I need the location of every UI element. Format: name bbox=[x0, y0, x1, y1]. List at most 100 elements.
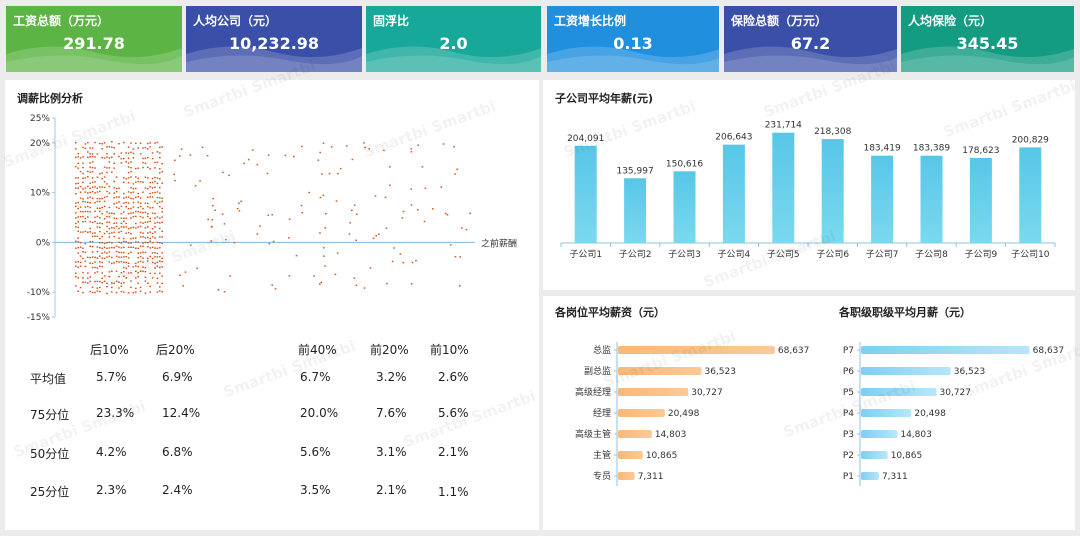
scatter-point bbox=[154, 186, 156, 189]
scatter-point bbox=[151, 177, 154, 180]
bar-category-label: 子公司6 bbox=[816, 249, 849, 260]
scatter-point bbox=[144, 280, 147, 282]
position-category-label: 副总监 bbox=[584, 365, 611, 377]
position-bar bbox=[618, 367, 702, 375]
scatter-point bbox=[89, 280, 91, 283]
scatter-point bbox=[159, 156, 161, 159]
y-tick-label: -10% bbox=[27, 288, 51, 298]
scatter-point bbox=[120, 251, 123, 254]
scatter-point bbox=[144, 271, 147, 273]
scatter-point bbox=[161, 146, 163, 148]
scatter-point bbox=[91, 262, 94, 265]
scatter-point bbox=[113, 192, 115, 194]
scatter-point bbox=[151, 187, 154, 189]
scatter-point bbox=[120, 247, 123, 249]
scatter-point bbox=[84, 265, 87, 268]
scatter-point bbox=[113, 203, 115, 205]
scatter-point bbox=[446, 214, 449, 216]
scatter-point bbox=[156, 177, 159, 179]
scatter-point bbox=[142, 232, 144, 234]
scatter-point bbox=[161, 216, 163, 218]
scatter-point bbox=[77, 221, 79, 223]
scatter-point bbox=[127, 208, 130, 210]
scatter-point bbox=[300, 204, 303, 207]
scatter-point bbox=[417, 144, 420, 146]
level-value-label: 14,803 bbox=[900, 430, 932, 440]
scatter-point bbox=[288, 275, 291, 277]
scatter-point bbox=[82, 281, 84, 283]
scatter-point bbox=[127, 231, 130, 234]
scatter-point bbox=[334, 273, 337, 276]
scatter-point bbox=[243, 162, 246, 165]
scatter-point bbox=[159, 222, 161, 224]
scatter-point bbox=[89, 211, 91, 213]
scatter-point bbox=[149, 240, 151, 242]
scatter-point bbox=[82, 177, 84, 180]
scatter-point bbox=[184, 271, 187, 273]
scatter-point bbox=[154, 222, 156, 224]
scatter-point bbox=[142, 191, 144, 193]
scatter-point bbox=[103, 157, 106, 159]
scatter-point bbox=[96, 290, 99, 292]
scatter-point bbox=[113, 162, 115, 165]
scatter-point bbox=[113, 147, 115, 149]
scatter-point bbox=[156, 191, 159, 193]
scatter-point bbox=[89, 227, 91, 230]
scatter-point bbox=[149, 186, 151, 188]
scatter-point bbox=[127, 292, 130, 294]
bar-category-label: 子公司1 bbox=[569, 249, 602, 260]
scatter-point bbox=[91, 161, 94, 163]
scatter-point bbox=[87, 197, 89, 199]
level-value-label: 68,637 bbox=[1033, 346, 1065, 356]
scatter-point bbox=[132, 198, 135, 200]
scatter-point bbox=[118, 261, 120, 263]
scatter-point bbox=[79, 261, 82, 264]
scatter-point bbox=[125, 222, 127, 225]
scatter-point bbox=[101, 222, 103, 225]
scatter-point bbox=[132, 152, 135, 155]
scatter-point bbox=[115, 196, 118, 198]
scatter-point bbox=[101, 277, 103, 279]
scatter-point bbox=[137, 180, 139, 183]
position-value-label: 14,803 bbox=[655, 430, 687, 440]
scatter-point bbox=[127, 202, 130, 204]
scatter-point bbox=[115, 260, 118, 263]
scatter-point bbox=[125, 196, 127, 198]
scatter-point bbox=[454, 173, 456, 175]
scatter-point bbox=[75, 217, 77, 219]
scatter-point bbox=[111, 232, 113, 234]
scatter-point bbox=[108, 157, 111, 159]
scatter-point bbox=[142, 270, 144, 272]
scatter-point bbox=[159, 146, 161, 149]
bar-category-label: 子公司10 bbox=[1011, 249, 1050, 260]
scatter-point bbox=[440, 186, 443, 188]
level-bar bbox=[861, 367, 951, 375]
scatter-point bbox=[217, 289, 220, 291]
scatter-point bbox=[94, 235, 96, 237]
scatter-point bbox=[127, 227, 130, 230]
scatter-point bbox=[99, 173, 101, 175]
scatter-point bbox=[156, 241, 159, 244]
scatter-point bbox=[252, 149, 254, 151]
scatter-point bbox=[108, 275, 111, 278]
scatter-point bbox=[363, 142, 365, 144]
stats-cell: 5.6% bbox=[438, 406, 469, 420]
scatter-point bbox=[106, 153, 108, 155]
scatter-point bbox=[154, 142, 156, 144]
scatter-point bbox=[91, 155, 94, 158]
scatter-point bbox=[130, 212, 132, 214]
scatter-point bbox=[82, 247, 84, 249]
scatter-point bbox=[137, 247, 139, 250]
subsidiary-bar-chart: 204,091 子公司1 135,997 子公司2 150,616 子公司3 206,643… bbox=[560, 121, 1056, 260]
subsidiary-bar bbox=[821, 139, 844, 243]
scatter-point bbox=[135, 227, 137, 229]
scatter-point bbox=[87, 151, 89, 153]
scatter-point bbox=[84, 251, 87, 253]
scatter-point bbox=[161, 221, 163, 224]
scatter-point bbox=[161, 162, 163, 165]
scatter-point bbox=[123, 157, 125, 160]
scatter-point bbox=[106, 221, 108, 223]
scatter-point bbox=[151, 242, 154, 244]
scatter-point bbox=[130, 161, 132, 163]
scatter-point bbox=[120, 217, 123, 219]
